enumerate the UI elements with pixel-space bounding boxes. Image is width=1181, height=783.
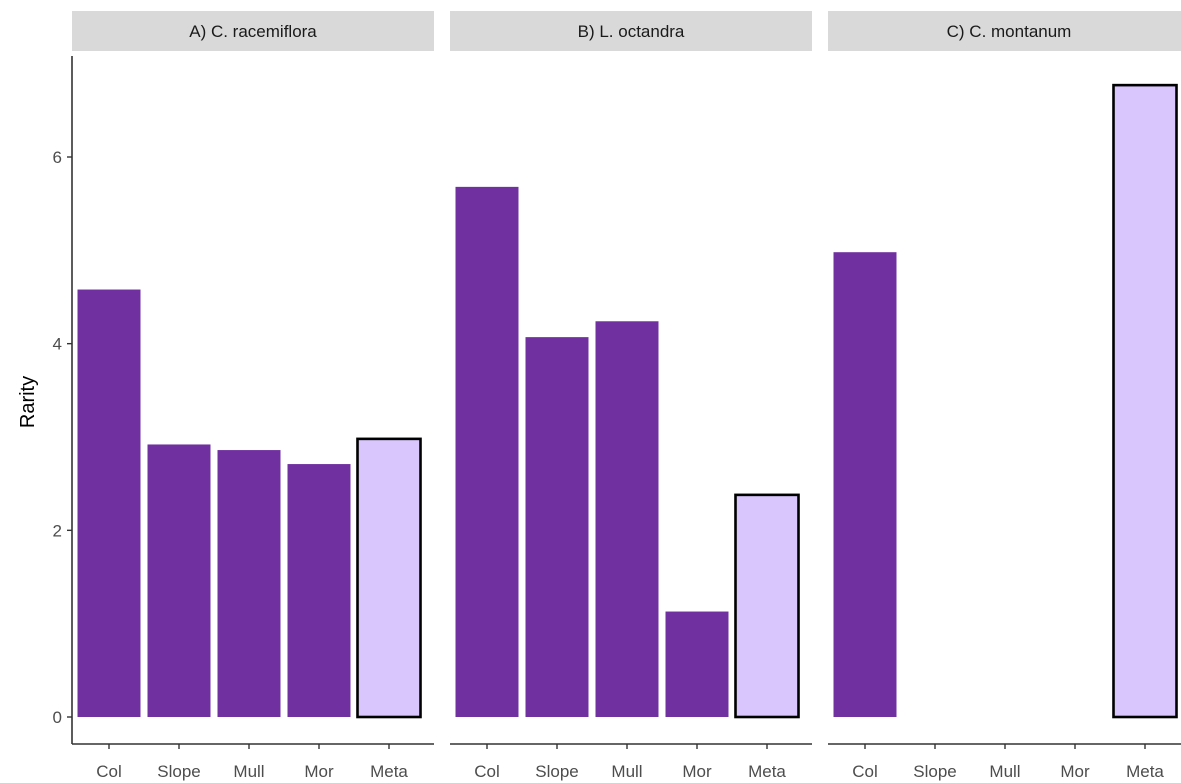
bar-mor — [287, 464, 351, 717]
panel-title: A) C. racemiflora — [189, 22, 317, 41]
x-tick-label: Mor — [304, 762, 334, 781]
panel-strip — [72, 11, 434, 51]
panel-title: C) C. montanum — [947, 22, 1072, 41]
x-tick-label: Mor — [1060, 762, 1090, 781]
bar-mull — [595, 321, 659, 717]
bar-col — [77, 289, 141, 717]
bar-slope — [525, 337, 589, 717]
bar-col — [455, 186, 519, 717]
panel-strip — [828, 11, 1181, 51]
x-tick-label: Mor — [682, 762, 712, 781]
x-tick-label: Col — [96, 762, 122, 781]
x-tick-label: Mull — [611, 762, 642, 781]
bar-meta — [1112, 83, 1178, 719]
panel-3: C) C. montanum Col Slope Mull Mor Meta — [828, 11, 1181, 781]
bar-mor — [665, 611, 729, 717]
bar-meta — [356, 437, 422, 719]
x-tick-label: Col — [852, 762, 878, 781]
bar-meta — [734, 493, 800, 719]
x-tick-label: Meta — [748, 762, 786, 781]
panel-title: B) L. octandra — [578, 22, 685, 41]
panel-strip — [450, 11, 812, 51]
x-tick-label: Mull — [233, 762, 264, 781]
x-tick-label: Slope — [913, 762, 956, 781]
panel-1: A) C. racemiflora 0 2 4 6 Col Slope Mull Mor Meta — [53, 11, 434, 781]
x-tick-label: Mull — [989, 762, 1020, 781]
bar-mull — [217, 450, 281, 717]
y-tick-label: 6 — [53, 148, 62, 167]
x-tick-label: Meta — [370, 762, 408, 781]
x-tick-label: Meta — [1126, 762, 1164, 781]
bar-slope — [147, 444, 211, 717]
y-tick-label: 0 — [53, 708, 62, 727]
panels: A) C. racemiflora 0 2 4 6 Col Slope Mull Mor Meta… — [53, 11, 1181, 781]
y-tick-label: 2 — [53, 521, 62, 540]
y-axis-title: Rarity — [17, 376, 39, 428]
x-tick-label: Col — [474, 762, 500, 781]
x-tick-label: Slope — [535, 762, 578, 781]
x-tick-label: Slope — [157, 762, 200, 781]
panel-2: B) L. octandra Col Slope Mull Mor Meta — [450, 11, 812, 781]
y-tick-label: 4 — [53, 335, 62, 354]
bar-col — [833, 252, 897, 717]
